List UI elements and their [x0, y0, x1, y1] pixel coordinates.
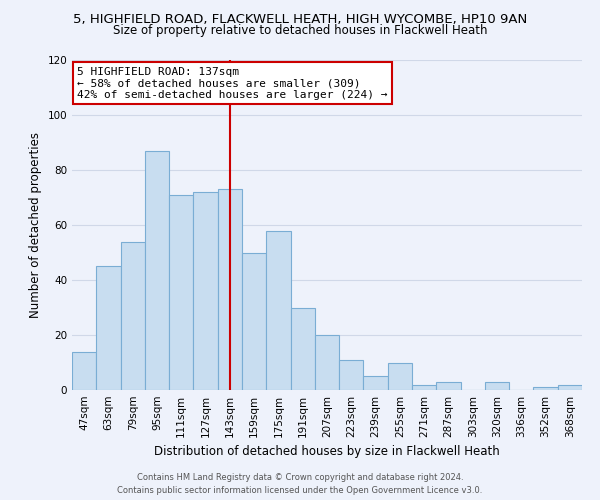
Bar — [315, 335, 339, 390]
Bar — [485, 382, 509, 390]
Bar — [121, 242, 145, 390]
Bar — [388, 362, 412, 390]
Bar — [290, 308, 315, 390]
Text: 5, HIGHFIELD ROAD, FLACKWELL HEATH, HIGH WYCOMBE, HP10 9AN: 5, HIGHFIELD ROAD, FLACKWELL HEATH, HIGH… — [73, 12, 527, 26]
Text: Size of property relative to detached houses in Flackwell Heath: Size of property relative to detached ho… — [113, 24, 487, 37]
Bar — [169, 194, 193, 390]
Bar — [145, 151, 169, 390]
Bar — [193, 192, 218, 390]
Bar — [436, 382, 461, 390]
Bar — [558, 384, 582, 390]
Bar — [242, 252, 266, 390]
Text: 5 HIGHFIELD ROAD: 137sqm
← 58% of detached houses are smaller (309)
42% of semi-: 5 HIGHFIELD ROAD: 137sqm ← 58% of detach… — [77, 66, 388, 100]
Y-axis label: Number of detached properties: Number of detached properties — [29, 132, 42, 318]
X-axis label: Distribution of detached houses by size in Flackwell Heath: Distribution of detached houses by size … — [154, 446, 500, 458]
Bar — [339, 360, 364, 390]
Text: Contains HM Land Registry data © Crown copyright and database right 2024.
Contai: Contains HM Land Registry data © Crown c… — [118, 474, 482, 495]
Bar — [533, 387, 558, 390]
Bar — [266, 230, 290, 390]
Bar — [218, 189, 242, 390]
Bar — [72, 352, 96, 390]
Bar — [364, 376, 388, 390]
Bar — [96, 266, 121, 390]
Bar — [412, 384, 436, 390]
